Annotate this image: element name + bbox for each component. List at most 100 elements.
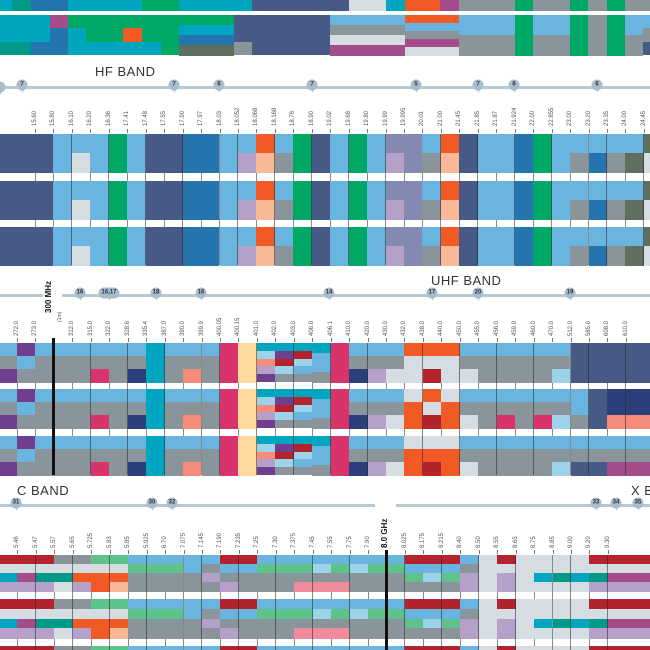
- allocation-cell: [404, 462, 423, 476]
- frequency-tick-label: 8.40: [457, 536, 464, 548]
- allocation-cell: [330, 35, 349, 46]
- allocation-cell: [12, 0, 31, 11]
- frequency-tick-label: 460.0: [530, 320, 537, 336]
- allocation-cell: [220, 628, 239, 639]
- allocation-cell: [441, 573, 461, 583]
- frequency-tick-label: 8.55: [494, 536, 501, 548]
- allocation-cell: [311, 134, 331, 173]
- allocation-cell: [348, 227, 368, 266]
- allocation-cell: [570, 449, 589, 463]
- frequency-tick-label: 322.0: [106, 320, 113, 336]
- tick-mark: [108, 129, 110, 133]
- allocation-cell: [478, 628, 498, 639]
- allocation-cell: [71, 134, 91, 154]
- allocation-cell: [146, 462, 165, 476]
- allocation-cell: [312, 418, 331, 429]
- allocation-cell: [607, 618, 650, 629]
- allocation-cell: [183, 646, 202, 650]
- allocation-cell: [404, 449, 423, 463]
- allocation-cell: [607, 608, 650, 619]
- frequency-tick-label: 512.0: [567, 320, 574, 336]
- allocation-cell: [422, 356, 442, 370]
- allocation-cell: [643, 15, 650, 29]
- allocation-cell: [404, 343, 423, 357]
- allocation-cell: [0, 227, 35, 266]
- allocation-cell: [440, 227, 460, 247]
- allocation-cell: [404, 564, 424, 574]
- allocation-cell: [54, 599, 73, 610]
- allocation-cell: [625, 462, 650, 476]
- tick-mark: [312, 550, 314, 554]
- allocation-cell: [109, 449, 128, 463]
- allocation-cell: [256, 396, 276, 406]
- allocation-cell: [478, 449, 497, 463]
- tick-mark: [515, 338, 517, 342]
- allocation-cell: [478, 618, 498, 629]
- allocation-cell: [35, 646, 55, 650]
- allocation-cell: [386, 646, 405, 650]
- allocation-cell: [72, 564, 92, 574]
- allocation-cell: [607, 582, 650, 592]
- allocation-cell: [220, 599, 239, 610]
- allocation-cell: [312, 573, 332, 583]
- allocation-cell: [349, 599, 368, 610]
- allocation-cell: [275, 436, 294, 445]
- allocation-cell: [570, 15, 588, 36]
- allocation-cell: [256, 436, 276, 445]
- allocation-cell: [109, 573, 129, 583]
- allocation-cell: [643, 200, 650, 220]
- allocation-cell: [0, 134, 35, 173]
- allocation-cell: [349, 462, 368, 476]
- allocation-cell: [459, 181, 478, 220]
- allocation-cell: [238, 573, 258, 583]
- tick-mark: [607, 550, 609, 554]
- tick-mark: [551, 129, 553, 133]
- allocation-cell: [238, 369, 257, 383]
- allocation-cell: [386, 618, 405, 629]
- 300-mhz-boundary-line: [52, 338, 56, 475]
- allocation-cell: [441, 646, 461, 650]
- allocation-cell: [179, 35, 198, 46]
- allocation-cell: [312, 362, 331, 373]
- allocation-cell: [625, 389, 650, 403]
- allocation-cell: [68, 15, 86, 29]
- allocation-cell: [515, 573, 535, 583]
- frequency-tick-label: 585.0: [585, 320, 592, 336]
- allocation-cell: [422, 369, 442, 383]
- allocation-cell: [570, 436, 589, 450]
- allocation-cell: [570, 356, 589, 370]
- allocation-cell: [441, 628, 461, 639]
- tick-mark: [404, 338, 406, 342]
- allocation-cell: [570, 153, 589, 173]
- frequency-tick-label: 7.25: [254, 536, 261, 548]
- allocation-cell: [552, 449, 571, 463]
- allocation-cell: [422, 389, 442, 403]
- frequency-tick-label: 5.46: [14, 536, 21, 548]
- allocation-cell: [349, 0, 386, 11]
- allocation-cell: [386, 25, 405, 36]
- allocation-cell: [478, 402, 497, 416]
- footnote-marker-pin: [0, 81, 6, 95]
- allocation-cell: [386, 35, 405, 46]
- frequency-tick-label: 8.65: [512, 536, 519, 548]
- allocation-cell: [274, 134, 294, 154]
- frequency-tick-label: 16.36: [105, 110, 112, 126]
- allocation-cell: [274, 227, 294, 247]
- frequency-tick-label: 6.70: [162, 536, 169, 548]
- allocation-cell: [312, 465, 331, 476]
- allocation-cell: [625, 15, 643, 36]
- allocation-cell: [219, 227, 238, 266]
- frequency-tick-label: 7.90: [365, 536, 371, 548]
- allocation-cell: [515, 402, 534, 416]
- allocation-cell: [348, 181, 368, 220]
- frequency-tick-label: 470.0: [549, 320, 556, 336]
- allocation-cell: [552, 356, 571, 370]
- allocation-cell: [198, 25, 216, 36]
- allocation-cell: [533, 356, 553, 370]
- allocation-cell: [127, 415, 147, 429]
- allocation-cell: [90, 227, 109, 266]
- frequency-tick-label: 5.85: [125, 536, 132, 548]
- allocation-cell: [275, 443, 294, 453]
- tick-mark: [17, 338, 18, 342]
